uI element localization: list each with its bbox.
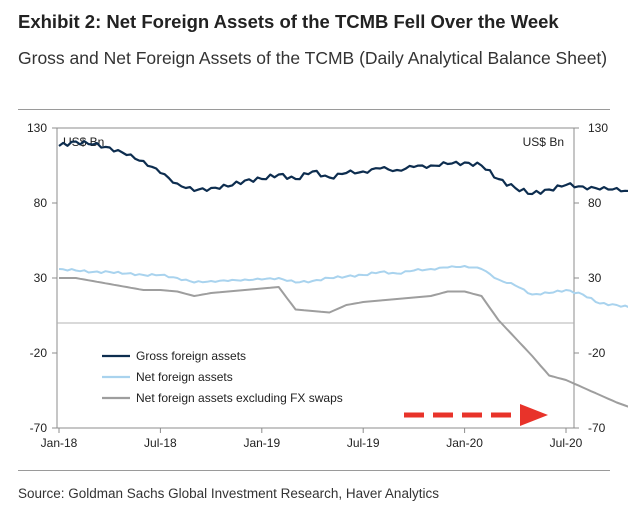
y-ticks-right: 130 80 30 -20 -70 xyxy=(574,121,608,435)
gross-foreign-assets-line xyxy=(58,140,628,196)
x-tick-label: Jan-18 xyxy=(41,436,78,450)
net-foreign-assets-line xyxy=(58,265,628,308)
bottom-divider xyxy=(18,470,610,471)
y-tick-label-right: -20 xyxy=(588,346,606,360)
red-dashed-arrow xyxy=(404,404,548,426)
y-tick-label-left: 30 xyxy=(34,271,48,285)
y-tick-label-right: 80 xyxy=(588,196,602,210)
series-lines xyxy=(58,140,628,408)
x-tick-label: Jul-18 xyxy=(144,436,177,450)
x-tick-label: Jan-19 xyxy=(243,436,280,450)
y-tick-label-right: 130 xyxy=(588,121,608,135)
chart-title: Exhibit 2: Net Foreign Assets of the TCM… xyxy=(18,11,559,32)
y-tick-label-right: 30 xyxy=(588,271,602,285)
y-tick-label-left: -20 xyxy=(30,346,48,360)
x-tick-label: Jul-20 xyxy=(550,436,583,450)
legend-net-label: Net foreign assets xyxy=(136,370,233,384)
legend-gross-label: Gross foreign assets xyxy=(136,349,246,363)
chart-subtitle: Gross and Net Foreign Assets of the TCMB… xyxy=(18,48,608,68)
legend: Gross foreign assets Net foreign assets Ne… xyxy=(102,349,343,405)
y-tick-label-left: 130 xyxy=(27,121,47,135)
right-axis-label: US$ Bn xyxy=(523,135,564,149)
y-tick-label-right: -70 xyxy=(588,421,606,435)
legend-net-ex-swaps-label: Net foreign assets excluding FX swaps xyxy=(136,391,343,405)
y-tick-label-left: -70 xyxy=(30,421,48,435)
x-tick-label: Jan-20 xyxy=(446,436,483,450)
y-tick-label-left: 80 xyxy=(34,196,48,210)
y-ticks-left: 130 80 30 -20 -70 xyxy=(27,121,57,435)
x-ticks: Jan-18Jul-18Jan-19Jul-19Jan-20Jul-20Jan-… xyxy=(41,428,583,450)
source-note: Source: Goldman Sachs Global Investment … xyxy=(18,486,439,501)
top-divider xyxy=(18,109,610,110)
net-ex-fx-swaps-line xyxy=(59,277,628,408)
x-tick-label: Jul-19 xyxy=(347,436,380,450)
